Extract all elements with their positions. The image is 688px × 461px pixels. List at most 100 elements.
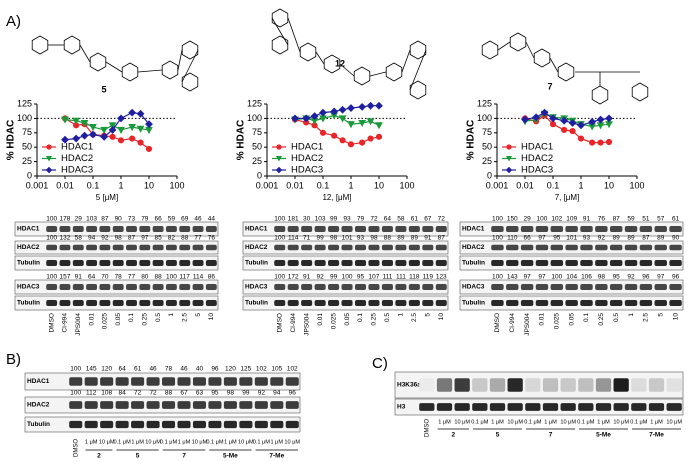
y-tick-label: 50 bbox=[22, 142, 32, 152]
legend-label: HDAC1 bbox=[61, 142, 93, 153]
y-tick-label: 0 bbox=[257, 170, 262, 180]
blot-band bbox=[152, 226, 164, 232]
structure-ring bbox=[481, 40, 499, 60]
densitometry-value: 78 bbox=[165, 366, 173, 373]
densitometry-value: 46 bbox=[180, 366, 188, 373]
marker bbox=[129, 135, 136, 142]
blot-band bbox=[580, 300, 593, 306]
lane-label: 1 μM bbox=[224, 439, 237, 445]
structure-ring bbox=[89, 52, 107, 72]
x-tick-label: 10 bbox=[144, 180, 154, 190]
densitometry-value: 88 bbox=[181, 235, 189, 242]
blot-band bbox=[72, 260, 84, 266]
blot-band bbox=[59, 284, 71, 290]
densitometry-value: 86 bbox=[208, 274, 216, 281]
legend-label: HDAC3 bbox=[521, 165, 553, 176]
blot-band bbox=[131, 401, 145, 409]
y-axis-label: % HDAC bbox=[466, 120, 477, 161]
structure-bond bbox=[79, 44, 91, 63]
blot-band bbox=[287, 260, 299, 266]
lane-label: 1 μM bbox=[650, 419, 663, 425]
densitometry-value: 72 bbox=[438, 216, 446, 223]
marker bbox=[366, 101, 375, 110]
lane-label: 1 μM bbox=[544, 419, 557, 425]
blot-band bbox=[285, 377, 299, 386]
densitometry-value: 100 bbox=[551, 274, 562, 281]
marker bbox=[319, 108, 327, 117]
blot-band bbox=[506, 226, 519, 232]
blot-band bbox=[654, 284, 667, 290]
structure-ring bbox=[385, 62, 403, 82]
lane-label: JPS004 bbox=[524, 313, 531, 336]
legend-marker bbox=[276, 144, 282, 150]
blot-band bbox=[609, 244, 623, 251]
densitometry-value: 87 bbox=[613, 216, 621, 223]
densitometry-value: 100 bbox=[166, 274, 177, 281]
densitometry-value: 181 bbox=[288, 216, 299, 223]
densitometry-value: 59 bbox=[168, 216, 176, 223]
densitometry-value: 112 bbox=[86, 390, 97, 397]
blot-band bbox=[341, 260, 353, 266]
y-tick-label: 0 bbox=[27, 170, 32, 180]
blot-band bbox=[535, 260, 549, 266]
structure-ring bbox=[271, 8, 289, 28]
blot-band bbox=[314, 244, 326, 251]
panel-label: C) bbox=[372, 355, 388, 372]
blot-band bbox=[354, 244, 367, 251]
blot-band bbox=[381, 284, 393, 290]
blot-band bbox=[419, 403, 435, 411]
y-tick-label: 25 bbox=[252, 156, 262, 166]
blot-band bbox=[639, 260, 653, 266]
lane-label: CI-994 bbox=[62, 313, 69, 333]
structure-bond bbox=[137, 69, 163, 73]
structure-bond bbox=[105, 61, 123, 73]
structure-bond bbox=[409, 49, 427, 91]
densitometry-value: 98 bbox=[598, 274, 606, 281]
marker bbox=[569, 127, 576, 135]
densitometry-value: 100 bbox=[342, 274, 353, 281]
blot-band bbox=[381, 300, 393, 306]
densitometry-value: 107 bbox=[369, 274, 380, 281]
lane-label: 2.5 bbox=[411, 313, 418, 322]
blot-band bbox=[46, 260, 58, 266]
blot-band bbox=[491, 284, 504, 290]
lane-label: 0.25 bbox=[371, 313, 378, 326]
blot-band bbox=[179, 284, 191, 290]
structure-bond bbox=[525, 41, 535, 59]
marker bbox=[72, 117, 80, 125]
densitometry-value: 87 bbox=[642, 235, 650, 242]
blot-band bbox=[435, 260, 447, 266]
densitometry-value: 104 bbox=[566, 274, 577, 281]
blot-band bbox=[72, 284, 84, 290]
x-tick-label: 0.1 bbox=[317, 180, 330, 190]
lane-label: 1 bbox=[398, 313, 405, 317]
blot-band bbox=[126, 300, 137, 306]
densitometry-value: 97 bbox=[523, 274, 531, 281]
structure-bond bbox=[177, 49, 183, 71]
lane-label: 5 bbox=[195, 313, 202, 317]
blot-band bbox=[578, 378, 594, 392]
group-label: 5 bbox=[496, 432, 500, 439]
densitometry-value: 77 bbox=[128, 274, 136, 281]
structure-bond bbox=[181, 49, 199, 83]
lane-label: 10 μM bbox=[145, 439, 161, 445]
blot-band bbox=[408, 226, 420, 232]
lane-label: 0.025 bbox=[554, 313, 561, 330]
densitometry-value: 97 bbox=[538, 235, 546, 242]
blot-band bbox=[270, 420, 284, 429]
blot-band bbox=[654, 300, 667, 306]
legend-marker bbox=[506, 144, 512, 150]
densitometry-value: 100 bbox=[274, 274, 285, 281]
densitometry-value: 105 bbox=[271, 366, 282, 373]
lane-label: 1 bbox=[628, 313, 635, 317]
panel-label: B) bbox=[6, 351, 21, 368]
densitometry-value: 88 bbox=[165, 390, 173, 397]
group-label: 7-Me bbox=[649, 432, 664, 439]
blot-band bbox=[368, 260, 380, 266]
lane-label: 0.25 bbox=[142, 313, 149, 326]
series-line bbox=[294, 114, 380, 126]
blot-band bbox=[179, 244, 191, 251]
densitometry-value: 100 bbox=[46, 216, 57, 223]
x-tick-label: 100 bbox=[399, 180, 414, 190]
marker bbox=[136, 109, 145, 118]
